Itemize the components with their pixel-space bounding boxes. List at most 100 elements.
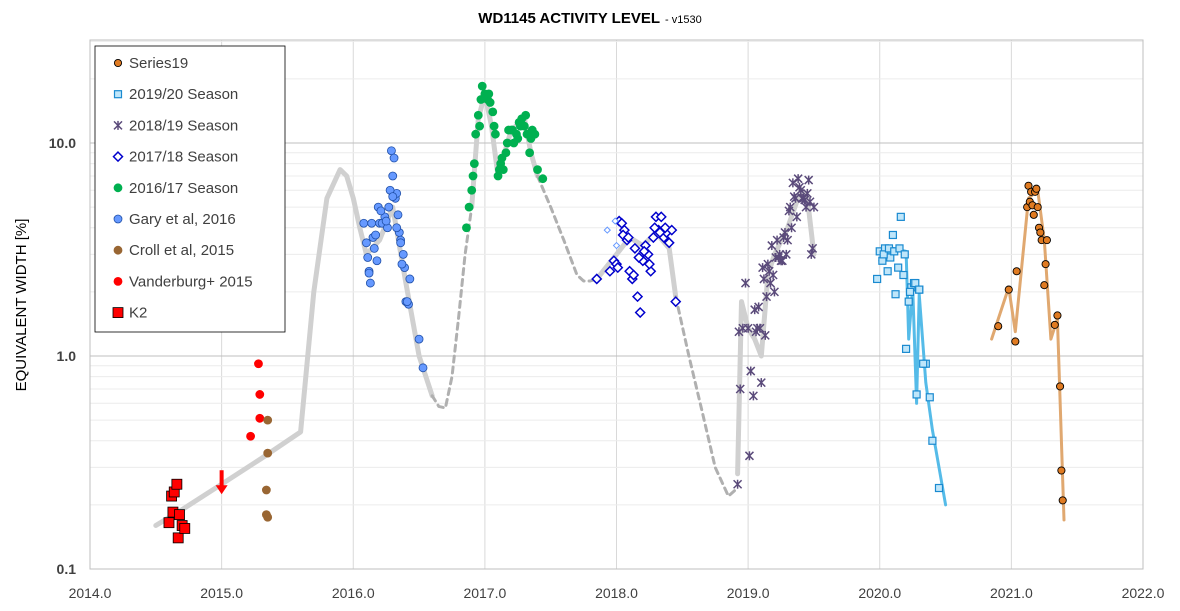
- x-tick-label: 2017.0: [463, 585, 506, 601]
- data-point: [163, 517, 175, 529]
- data-point: [464, 202, 474, 212]
- data-point: [760, 330, 770, 340]
- data-point: [746, 366, 756, 376]
- data-point: [1053, 311, 1062, 320]
- data-point: [384, 202, 394, 212]
- data-point: [485, 98, 495, 107]
- data-point: [508, 125, 517, 135]
- legend-marker: [113, 245, 123, 255]
- legend-label: Vanderburg+ 2015: [129, 273, 253, 290]
- data-point: [414, 334, 424, 344]
- x-tick-label: 2022.0: [1122, 585, 1165, 601]
- data-point: [612, 262, 624, 274]
- data-point: [1032, 184, 1041, 193]
- data-point: [901, 344, 911, 353]
- legend-marker: [112, 151, 124, 163]
- legend-marker: [113, 58, 123, 68]
- data-point: [740, 278, 751, 288]
- data-point: [733, 479, 743, 489]
- data-point: [633, 251, 645, 264]
- data-point: [405, 274, 415, 284]
- data-point: [591, 273, 603, 285]
- legend-label: Croll et al, 2015: [129, 242, 234, 259]
- chart-title: WD1145 ACTIVITY LEVEL: [478, 10, 660, 27]
- data-point: [364, 268, 374, 278]
- legend-label: Series19: [129, 55, 188, 72]
- data-point: [513, 134, 523, 143]
- data-point: [255, 413, 265, 423]
- data-point: [793, 174, 803, 184]
- data-point: [781, 249, 791, 259]
- legend-label: Gary et al, 2016: [129, 211, 236, 228]
- data-point: [784, 206, 794, 216]
- data-point: [765, 278, 776, 288]
- data-point: [171, 478, 183, 490]
- data-point: [1050, 320, 1059, 329]
- data-point: [179, 523, 191, 534]
- data-point: [756, 378, 766, 388]
- data-point: [801, 202, 811, 212]
- data-point: [1058, 496, 1067, 505]
- data-point: [365, 278, 375, 288]
- data-point: [899, 270, 908, 280]
- data-point: [670, 296, 682, 308]
- data-point: [655, 211, 667, 223]
- data-point: [748, 391, 758, 401]
- data-points: [163, 81, 1067, 544]
- data-point: [787, 223, 797, 233]
- trend-line: [674, 295, 740, 498]
- data-point: [603, 226, 611, 234]
- data-point: [754, 302, 764, 312]
- x-tick-label: 2018.0: [595, 585, 638, 601]
- trend-line: [536, 174, 599, 283]
- data-point: [1056, 382, 1065, 391]
- data-point: [397, 259, 407, 269]
- data-point: [1057, 466, 1066, 475]
- data-point: [477, 81, 487, 91]
- data-point: [473, 110, 483, 120]
- x-axis-ticks: 2014.0 2015.0 2016.0 2017.0 2018.0 2019.0 2020…: [69, 585, 1165, 601]
- legend: Series19 2019/20 Season 2018/19 Season 2017…: [94, 45, 286, 333]
- data-point: [743, 323, 753, 333]
- legend-label: 2018/19 Season: [129, 117, 238, 134]
- y-tick-label: 1.0: [57, 348, 77, 364]
- data-point: [418, 363, 428, 373]
- legend-marker: [113, 276, 123, 286]
- data-point: [788, 178, 798, 188]
- data-point: [809, 202, 819, 212]
- data-point: [663, 237, 675, 249]
- data-point: [896, 212, 905, 221]
- data-point: [502, 138, 512, 148]
- data-point: [1040, 281, 1049, 290]
- data-point: [752, 323, 762, 333]
- data-point: [1041, 260, 1050, 269]
- data-point: [246, 431, 255, 441]
- data-point: [471, 129, 481, 139]
- data-point: [392, 223, 402, 233]
- y-axis-label: EQUIVALENT WIDTH [%]: [13, 219, 30, 392]
- data-point: [174, 509, 185, 521]
- data-point: [768, 270, 778, 280]
- data-point: [516, 121, 525, 131]
- data-point: [402, 297, 412, 307]
- data-point: [475, 121, 485, 131]
- data-point: [172, 532, 184, 544]
- data-point: [371, 230, 381, 240]
- data-point: [789, 192, 799, 202]
- y-tick-label: 0.1: [57, 561, 77, 577]
- data-point: [647, 231, 659, 244]
- data-point: [612, 241, 621, 250]
- data-point: [804, 175, 814, 185]
- plot-frame: [89, 39, 1144, 570]
- legend-marker: [113, 120, 123, 130]
- chart-subtitle: - v1530: [665, 14, 702, 26]
- data-point: [622, 231, 634, 244]
- data-point: [773, 252, 783, 263]
- data-point: [263, 448, 273, 458]
- data-point: [611, 217, 619, 225]
- data-point: [750, 305, 760, 315]
- data-point: [666, 224, 678, 236]
- x-tick-label: 2021.0: [990, 585, 1033, 601]
- data-point: [521, 110, 531, 120]
